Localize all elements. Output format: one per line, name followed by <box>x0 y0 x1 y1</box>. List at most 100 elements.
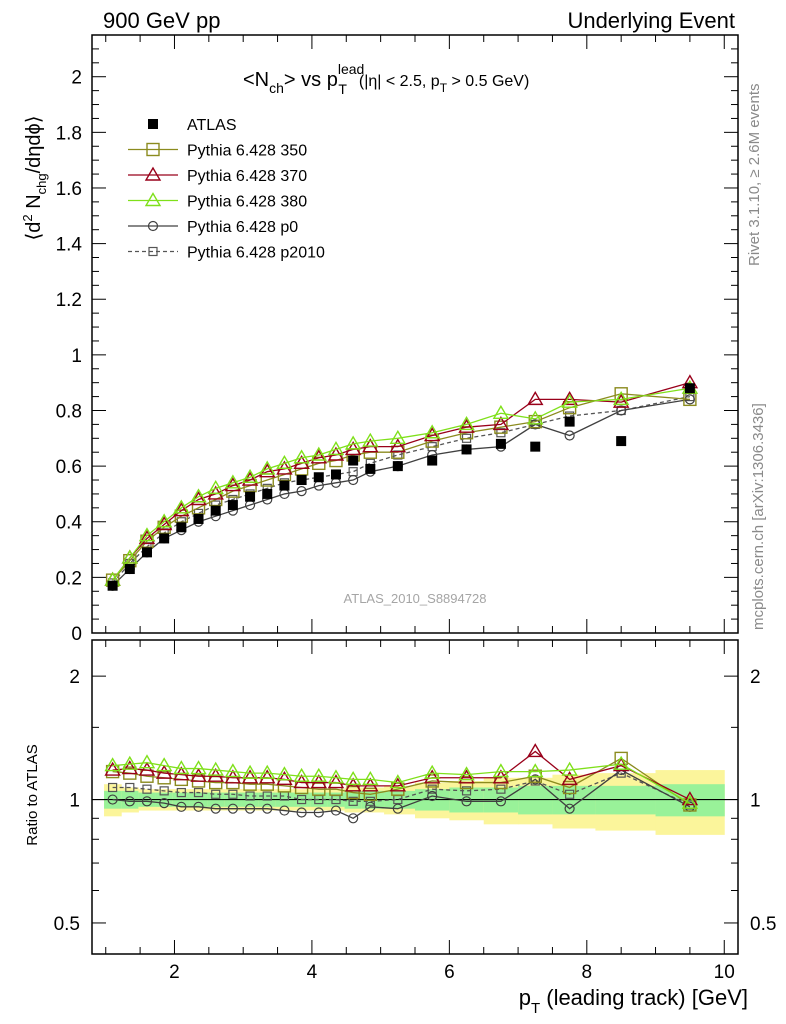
ratio-point-p380 <box>293 767 310 782</box>
data-point-atlas <box>262 488 273 499</box>
mcplots-label: mcplots.cern.ch [arXiv:1306.3436] <box>750 403 767 630</box>
series-line-p370 <box>112 382 691 581</box>
y-tick-label: 1.2 <box>56 290 82 311</box>
data-point-p380 <box>362 432 379 447</box>
data-point-atlas <box>684 383 695 394</box>
data-point-p380 <box>207 479 224 495</box>
data-point-atlas <box>210 505 221 516</box>
ratio-point-p380 <box>612 755 630 770</box>
y-tick-label: 1 <box>71 346 82 367</box>
ratio-point-p370 <box>561 770 578 786</box>
data-point-p380 <box>173 499 190 514</box>
x-tick-label: 4 <box>307 962 318 983</box>
data-point-p380 <box>344 435 362 450</box>
ratio-point-p2010 <box>461 786 472 796</box>
ratio-point-p380 <box>207 761 224 776</box>
ratio-y-tick-label: 1 <box>69 791 80 812</box>
ratio-point-p370 <box>458 769 475 784</box>
ratio-line-p2010 <box>112 772 691 806</box>
data-point-p380 <box>121 549 139 564</box>
data-point-p380 <box>138 527 156 542</box>
legend-label-p2010: Pythia 6.428 p2010 <box>187 245 325 262</box>
data-point-atlas <box>176 522 187 533</box>
ratio-point-p380 <box>492 763 510 778</box>
data-point-atlas <box>461 444 472 455</box>
x-axis-label: pT (leading track) [GeV] <box>519 985 748 1017</box>
ratio-point-p380 <box>327 769 345 784</box>
ratio-point-p0 <box>495 796 507 807</box>
rivet-version-label: Rivet 3.1.10, ≥ 2.6M events <box>746 83 763 267</box>
ratio-point-p350 <box>562 780 577 795</box>
ratio-point-p0 <box>124 796 135 807</box>
ratio-point-p0 <box>427 790 438 802</box>
series-atlas <box>107 383 695 591</box>
ratio-axes: 0.5 0.5 1 1 2 2 2 4 6 8 10 <box>54 640 776 983</box>
ratio-point-p380 <box>259 764 276 779</box>
ratio-point-p380 <box>681 794 699 809</box>
ratio-point-p370 <box>190 767 207 782</box>
ratio-point-p2010 <box>365 796 375 806</box>
data-point-p380 <box>561 393 578 408</box>
main-y-axis-label: ⟨d2 Nchg/dηdϕ⟩ <box>20 115 49 240</box>
data-point-atlas <box>227 500 238 511</box>
legend: ATLAS Pythia 6.428 350 Pythia 6.428 370 Pyt… <box>128 117 325 262</box>
legend-label-atlas: ATLAS <box>187 117 237 134</box>
data-point-p380 <box>327 441 345 456</box>
x-tick-label: 8 <box>582 962 593 983</box>
series-line-p350 <box>112 393 690 581</box>
data-point-p380 <box>458 416 475 431</box>
ratio-point-p0 <box>193 801 204 812</box>
ratio-point-p380 <box>423 764 441 779</box>
ratio-point-p370 <box>241 769 259 784</box>
data-point-p370 <box>173 502 190 517</box>
main-axes: 0 0.2 0.4 0.6 0.8 1 1.2 1.4 1.6 1.8 2 <box>56 35 738 645</box>
data-point-p380 <box>423 424 441 439</box>
ratio-point-p0 <box>141 796 153 807</box>
data-point-p380 <box>224 474 242 489</box>
data-point-p370 <box>527 390 544 406</box>
data-point-p370 <box>458 418 475 433</box>
data-point-p380 <box>259 460 276 475</box>
y-tick-label: 0.6 <box>56 457 82 478</box>
ratio-point-p0 <box>210 803 221 814</box>
ratio-point-p350 <box>346 785 360 800</box>
ratio-point-p370 <box>327 774 345 789</box>
ratio-point-p0 <box>296 807 307 818</box>
ratio-y-tick-label-right: 1 <box>750 791 761 812</box>
x-tick-label: 2 <box>169 962 180 983</box>
ratio-point-p0 <box>365 801 376 812</box>
ratio-point-p380 <box>155 757 173 772</box>
series-p370 <box>104 374 699 586</box>
ratio-point-p2010 <box>348 796 358 806</box>
legend-marker-p2010 <box>148 246 158 257</box>
ratio-point-p380 <box>389 774 407 789</box>
header-left-label: 900 GeV pp <box>103 8 221 33</box>
data-point-p0 <box>348 474 359 486</box>
data-point-atlas <box>348 455 359 466</box>
ratio-point-p2010 <box>108 782 118 793</box>
data-point-p370 <box>138 530 156 545</box>
data-point-p370 <box>492 416 510 431</box>
data-point-p380 <box>612 390 630 406</box>
ratio-point-p380 <box>458 766 475 781</box>
analysis-watermark: ATLAS_2010_S8894728 <box>344 591 487 606</box>
ratio-point-p370 <box>276 770 293 786</box>
ratio-point-p2010 <box>176 787 186 798</box>
data-point-atlas <box>330 469 341 480</box>
ratio-point-p2010 <box>297 794 307 805</box>
main-series <box>104 374 699 591</box>
ratio-point-p370 <box>681 791 699 806</box>
x-tick-label: 10 <box>714 962 735 983</box>
legend-label-p0: Pythia 6.428 p0 <box>187 219 298 236</box>
data-point-atlas <box>296 475 307 486</box>
data-point-p380 <box>527 410 544 425</box>
ratio-point-p2010 <box>565 789 575 799</box>
ratio-point-p2010 <box>262 791 272 801</box>
data-point-p380 <box>389 429 407 445</box>
y-tick-label: 2 <box>71 68 82 89</box>
x-tick-label: 6 <box>444 962 455 983</box>
ratio-point-p0 <box>348 813 359 824</box>
data-point-p370 <box>389 438 407 453</box>
series-p0 <box>107 394 695 591</box>
